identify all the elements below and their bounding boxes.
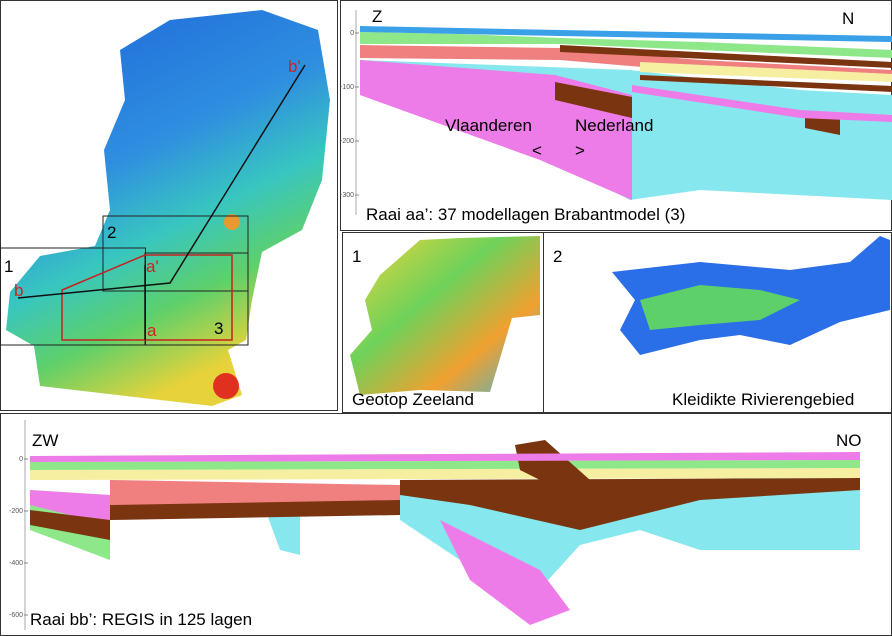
caption: Geotop Zeeland bbox=[352, 390, 474, 409]
marker-label: a' bbox=[146, 257, 159, 276]
marker-label: a bbox=[147, 321, 157, 340]
depth-tick-label: 0 bbox=[19, 456, 23, 463]
transect-bb bbox=[17, 64, 306, 299]
model-outline bbox=[61, 254, 233, 341]
caption: Kleidikte Rivierengebied bbox=[672, 390, 854, 409]
marker-label: b' bbox=[288, 57, 301, 76]
direction-label: NO bbox=[836, 431, 862, 450]
zeeland-map bbox=[350, 236, 540, 395]
depth-tick-label: -200 bbox=[340, 138, 354, 145]
panel-1: 1 Geotop Zeeland bbox=[342, 232, 544, 413]
marker-label: b bbox=[14, 281, 23, 300]
caption: Raai bb’: REGIS in 125 lagen bbox=[30, 610, 252, 629]
region-label: Nederland bbox=[575, 116, 653, 135]
direction-label: Z bbox=[372, 7, 382, 26]
region-label: Vlaanderen bbox=[445, 116, 532, 135]
map-hotspot bbox=[213, 373, 239, 399]
section-aa: Z N Vlaanderen Nederland < > Raai aa’: 3… bbox=[340, 0, 892, 231]
panel-2: 2 Kleidikte Rivierengebied bbox=[543, 232, 892, 413]
section-bb: ZW NO Raai bb’: REGIS in 125 lagen bbox=[0, 413, 892, 636]
map-panel: b' b a' a 1 2 3 bbox=[0, 0, 338, 411]
arrow-label: < bbox=[532, 141, 542, 160]
depth-tick-label: -400 bbox=[9, 560, 23, 567]
panel-number: 1 bbox=[352, 247, 361, 266]
area-label: 3 bbox=[214, 319, 223, 338]
depth-tick-label: 0 bbox=[350, 30, 354, 37]
direction-label: ZW bbox=[32, 431, 58, 450]
caption: Raai aa’: 37 modellagen Brabantmodel (3) bbox=[366, 205, 685, 224]
area-label: 1 bbox=[4, 257, 13, 276]
depth-tick-label: -300 bbox=[340, 192, 354, 199]
depth-tick-label: -100 bbox=[340, 84, 354, 91]
map-shape bbox=[6, 10, 330, 406]
panel-number: 2 bbox=[553, 247, 562, 266]
map-hotspot bbox=[224, 214, 240, 230]
area-label: 2 bbox=[107, 223, 116, 242]
depth-tick-label: -200 bbox=[9, 508, 23, 515]
direction-label: N bbox=[842, 9, 854, 28]
depth-tick-label: -600 bbox=[9, 612, 23, 619]
arrow-label: > bbox=[575, 141, 585, 160]
